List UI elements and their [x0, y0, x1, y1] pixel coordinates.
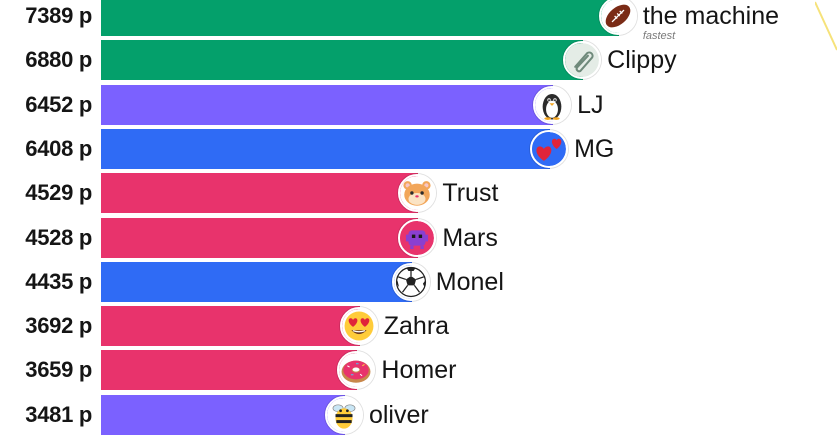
- player-name: LJ: [577, 90, 604, 119]
- heart-eyes-face-icon: [339, 307, 378, 346]
- player-name: Trust: [442, 179, 499, 208]
- hamster-icon: [398, 174, 437, 213]
- hearts-icon: [530, 129, 569, 168]
- bar-row-the-machine: 7389 p the machine fastest: [0, 0, 837, 42]
- bar-monel: [101, 261, 412, 302]
- bar-row-mars: 4528 p Mars: [0, 217, 837, 258]
- score-label: 4435 p: [25, 268, 92, 294]
- bar-mg: [101, 128, 551, 169]
- bar-mars: [101, 217, 419, 258]
- bar-row-zahra: 3692 p Zahra: [0, 306, 837, 347]
- score-label: 3659 p: [25, 357, 92, 383]
- player-name: Zahra: [383, 312, 450, 341]
- score-label: 4529 p: [25, 180, 92, 206]
- fastest-badge: fastest: [642, 30, 676, 42]
- player-name: Monel: [435, 267, 504, 296]
- bar-zahra: [101, 306, 360, 347]
- bee-icon: [324, 395, 363, 434]
- bar-row-oliver: 3481 p oliver: [0, 394, 837, 435]
- bar-row-clippy: 6880 p Clippy: [0, 40, 837, 81]
- bar-row-monel: 4435 p Monel: [0, 261, 837, 302]
- soccer-ball-icon: [391, 262, 430, 301]
- decorative-corner-line: [815, 1, 837, 51]
- bar-row-trust: 4529 p Trust: [0, 173, 837, 214]
- paperclip-icon: [563, 41, 602, 80]
- bar-homer: [101, 350, 358, 391]
- player-name: Homer: [381, 356, 457, 385]
- player-name: the machine: [642, 2, 780, 30]
- football-icon: [598, 0, 637, 35]
- bar-trust: [101, 173, 419, 214]
- bar-row-mg: 6408 p MG: [0, 128, 837, 169]
- player-name: MG: [574, 134, 615, 163]
- bar-oliver: [101, 394, 345, 435]
- score-label: 6452 p: [25, 91, 92, 117]
- bar-lj: [101, 84, 554, 125]
- player-name: Mars: [442, 223, 498, 252]
- bar-clippy: [101, 40, 584, 81]
- bar-row-homer: 3659 p Homer: [0, 350, 837, 391]
- bar-row-lj: 6452 p LJ: [0, 84, 837, 125]
- bar-the-machine: [101, 0, 619, 36]
- alien-monster-icon: [398, 218, 437, 257]
- score-label: 7389 p: [25, 3, 92, 28]
- score-label: 6880 p: [25, 47, 92, 73]
- score-label: 6408 p: [25, 135, 92, 161]
- penguin-icon: [533, 85, 572, 124]
- score-label: 4528 p: [25, 224, 92, 250]
- score-label: 3692 p: [25, 313, 92, 339]
- player-name: oliver: [368, 400, 429, 429]
- score-label: 3481 p: [25, 401, 92, 427]
- player-name: Clippy: [607, 46, 677, 75]
- donut-icon: [337, 351, 376, 390]
